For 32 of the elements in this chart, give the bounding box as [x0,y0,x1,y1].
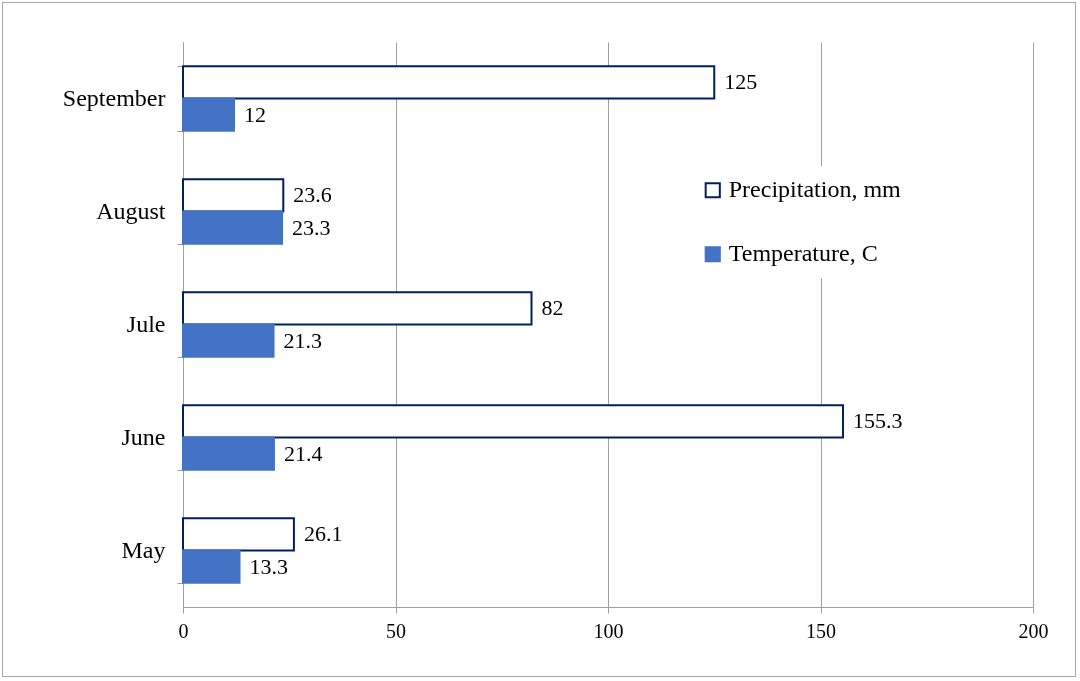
data-label: 21.3 [283,327,323,353]
data-label: 12 [244,101,266,127]
y-tick-label: September [62,85,166,111]
x-tick-label: 200 [1018,619,1049,642]
bar [182,404,845,439]
bar [182,65,716,100]
data-label: 21.4 [283,440,323,466]
legend-label: Precipitation, mm [728,176,902,203]
data-label: 82 [541,295,564,321]
bar [182,549,241,584]
bar [182,517,295,552]
bar [182,436,275,471]
bar [182,97,235,132]
bar [182,323,275,358]
x-tick-label: 100 [593,619,624,642]
data-label: 13.3 [249,553,289,579]
x-tick-label: 50 [386,619,406,642]
y-tick-label: June [121,424,166,450]
data-label: 23.6 [293,182,332,208]
data-label: 23.3 [292,214,331,240]
bar [182,210,284,245]
y-tick-label: Jule [126,311,166,337]
bar [182,291,533,326]
x-tick-label: 150 [806,619,836,642]
bar [182,178,285,213]
data-label: 125 [724,69,758,95]
y-tick-label: August [96,198,166,224]
legend-label: Temperature, C [728,240,878,267]
data-label: 26.1 [303,521,343,547]
y-tick-label: May [121,537,166,563]
data-label: 155.3 [853,408,903,434]
x-tick-label: 0 [178,619,189,642]
